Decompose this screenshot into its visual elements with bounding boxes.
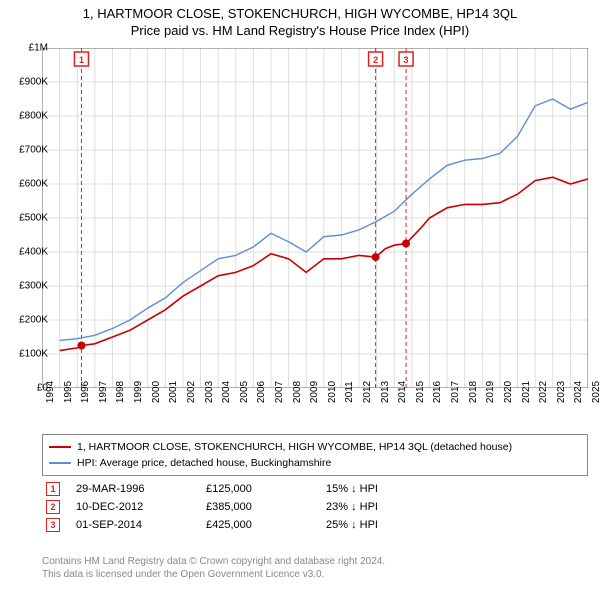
x-axis-label: 1994 — [45, 381, 56, 403]
transaction-row: 2 10-DEC-2012£385,00023% ↓ HPI — [42, 498, 588, 516]
footer-line2: This data is licensed under the Open Gov… — [42, 568, 385, 581]
transaction-row: 1 29-MAR-1996£125,00015% ↓ HPI — [42, 480, 588, 498]
footer-line1: Contains HM Land Registry data © Crown c… — [42, 555, 385, 568]
y-axis-label: £100K — [4, 349, 48, 360]
transaction-hpi-diff: 25% ↓ HPI — [326, 519, 466, 531]
svg-text:3: 3 — [404, 55, 409, 65]
y-axis-label: £500K — [4, 213, 48, 224]
transaction-point-1 — [77, 342, 85, 350]
x-axis-label: 2015 — [415, 381, 426, 403]
x-axis-label: 2016 — [432, 381, 443, 403]
y-axis-label: £600K — [4, 179, 48, 190]
y-axis-label: £200K — [4, 315, 48, 326]
y-axis-label: £400K — [4, 247, 48, 258]
x-axis-label: 2012 — [362, 381, 373, 403]
y-axis-label: £0 — [4, 383, 48, 394]
y-axis-label: £800K — [4, 111, 48, 122]
price-chart: 1 2 3 — [42, 48, 588, 388]
x-axis-label: 2018 — [468, 381, 479, 403]
x-axis-label: 1996 — [80, 381, 91, 403]
transaction-row: 3 01-SEP-2014£425,00025% ↓ HPI — [42, 516, 588, 534]
transaction-marker-icon: 3 — [46, 518, 60, 532]
chart-title-address: 1, HARTMOOR CLOSE, STOKENCHURCH, HIGH WY… — [0, 0, 600, 21]
transactions-table: 1 29-MAR-1996£125,00015% ↓ HPI 2 10-DEC-201… — [42, 480, 588, 534]
x-axis-label: 2011 — [344, 381, 355, 403]
x-axis-label: 2004 — [221, 381, 232, 403]
x-axis-label: 2003 — [204, 381, 215, 403]
x-axis-label: 1995 — [63, 381, 74, 403]
x-axis-label: 2007 — [274, 381, 285, 403]
chart-container: 1, HARTMOOR CLOSE, STOKENCHURCH, HIGH WY… — [0, 0, 600, 590]
svg-text:1: 1 — [79, 55, 84, 65]
y-axis-label: £1M — [4, 43, 48, 54]
chart-subtitle: Price paid vs. HM Land Registry's House … — [0, 21, 600, 38]
x-axis-label: 2021 — [521, 381, 532, 403]
x-axis-label: 2022 — [538, 381, 549, 403]
transaction-date: 01-SEP-2014 — [76, 519, 206, 531]
legend-swatch — [49, 462, 71, 464]
x-axis-label: 1997 — [98, 381, 109, 403]
legend: 1, HARTMOOR CLOSE, STOKENCHURCH, HIGH WY… — [42, 434, 588, 476]
x-axis-label: 2014 — [397, 381, 408, 403]
x-axis-label: 2024 — [573, 381, 584, 403]
transaction-price: £125,000 — [206, 483, 326, 495]
transaction-hpi-diff: 15% ↓ HPI — [326, 483, 466, 495]
transaction-price: £385,000 — [206, 501, 326, 513]
x-axis-label: 2019 — [485, 381, 496, 403]
transaction-hpi-diff: 23% ↓ HPI — [326, 501, 466, 513]
legend-item: HPI: Average price, detached house, Buck… — [49, 455, 581, 471]
footer-attribution: Contains HM Land Registry data © Crown c… — [42, 555, 385, 581]
legend-item: 1, HARTMOOR CLOSE, STOKENCHURCH, HIGH WY… — [49, 439, 581, 455]
legend-swatch — [49, 446, 71, 448]
x-axis-label: 2020 — [503, 381, 514, 403]
transaction-date: 29-MAR-1996 — [76, 483, 206, 495]
transaction-marker-icon: 1 — [46, 482, 60, 496]
transaction-marker-icon: 2 — [46, 500, 60, 514]
legend-label: 1, HARTMOOR CLOSE, STOKENCHURCH, HIGH WY… — [77, 439, 512, 455]
svg-text:2: 2 — [373, 55, 378, 65]
x-axis-label: 2010 — [327, 381, 338, 403]
x-axis-label: 2013 — [380, 381, 391, 403]
transaction-date: 10-DEC-2012 — [76, 501, 206, 513]
x-axis-label: 2008 — [292, 381, 303, 403]
transaction-price: £425,000 — [206, 519, 326, 531]
y-axis-label: £300K — [4, 281, 48, 292]
transaction-point-3 — [402, 240, 410, 248]
y-axis-label: £700K — [4, 145, 48, 156]
y-axis-label: £900K — [4, 77, 48, 88]
x-axis-label: 2025 — [591, 381, 600, 403]
transaction-point-2 — [372, 253, 380, 261]
x-axis-label: 2005 — [239, 381, 250, 403]
x-axis-label: 2023 — [556, 381, 567, 403]
legend-label: HPI: Average price, detached house, Buck… — [77, 455, 331, 471]
x-axis-label: 1999 — [133, 381, 144, 403]
x-axis-label: 2000 — [151, 381, 162, 403]
x-axis-label: 2017 — [450, 381, 461, 403]
x-axis-label: 2006 — [256, 381, 267, 403]
x-axis-label: 2002 — [186, 381, 197, 403]
x-axis-label: 1998 — [115, 381, 126, 403]
x-axis-label: 2009 — [309, 381, 320, 403]
x-axis-label: 2001 — [168, 381, 179, 403]
